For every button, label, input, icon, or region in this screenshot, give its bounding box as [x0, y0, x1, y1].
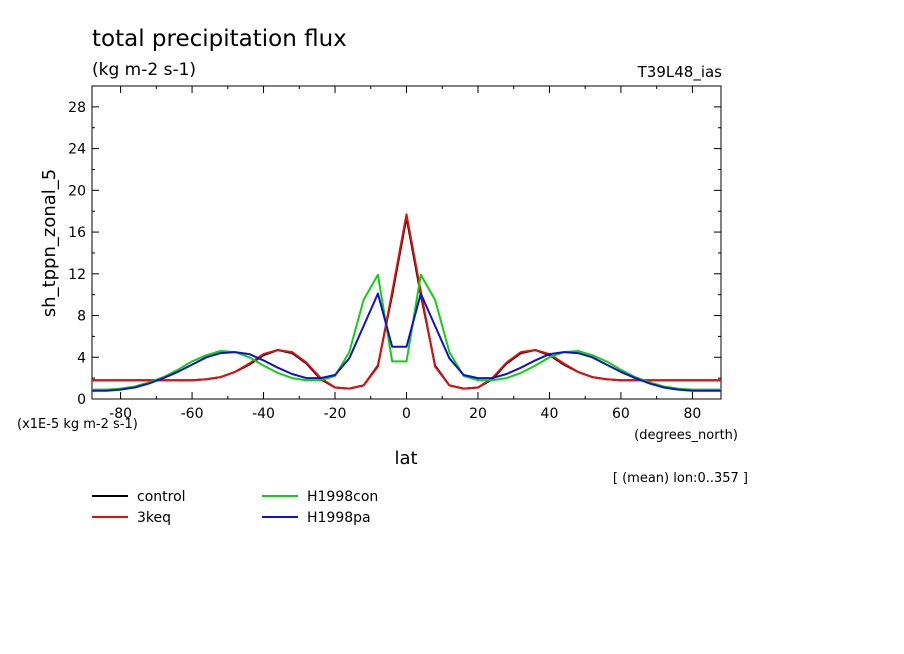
- y-scale-label: (x1E-5 kg m-2 s-1): [17, 417, 138, 432]
- y-tick-label: 8: [77, 309, 86, 325]
- x-tick-label: 0: [402, 406, 411, 422]
- x-tick-label: -40: [252, 406, 275, 422]
- x-units-label: (degrees_north): [634, 428, 738, 443]
- series-line-h1998con: [92, 273, 721, 391]
- chart-title: total precipitation flux: [92, 26, 347, 52]
- y-tick-label: 24: [68, 142, 86, 158]
- legend-label-3keq: 3keq: [137, 510, 171, 526]
- plot-area: -80 -60 -40 -20 0 20 40 60 80 0 4 8 12 16 20 24 28: [68, 85, 722, 422]
- legend: control 3keq H1998con H1998pa: [92, 489, 378, 526]
- x-tick-label: 80: [683, 406, 701, 422]
- series-line-h1998pa: [92, 292, 721, 392]
- x-tick-label: -80: [109, 406, 132, 422]
- x-tick-label: -20: [324, 406, 347, 422]
- y-tick-label: 12: [68, 267, 86, 283]
- legend-label-h1998pa: H1998pa: [307, 510, 371, 526]
- x-tick-label: 60: [612, 406, 630, 422]
- legend-label-control: control: [137, 489, 186, 505]
- x-axis-label: lat: [394, 448, 417, 469]
- x-tick-label: 20: [469, 406, 487, 422]
- y-tick-label: 0: [77, 392, 86, 408]
- chart-tag: T39L48_ias: [637, 63, 723, 82]
- subset-note: [ (mean) lon:0..357 ]: [613, 471, 748, 486]
- series-line-control: [92, 216, 721, 390]
- y-axis-label: sh_tppn_zonal_5: [39, 169, 60, 317]
- y-tick-label: 28: [68, 100, 86, 116]
- y-tick-label: 20: [68, 183, 86, 199]
- legend-label-h1998con: H1998con: [307, 489, 378, 505]
- x-tick-label: -60: [181, 406, 204, 422]
- chart-subtitle: (kg m-2 s-1): [92, 60, 196, 80]
- y-tick-label: 4: [77, 350, 86, 366]
- x-tick-label: 40: [541, 406, 559, 422]
- y-tick-label: 16: [68, 225, 86, 241]
- plot-frame: [91, 85, 722, 400]
- series-line-3keq: [92, 213, 721, 390]
